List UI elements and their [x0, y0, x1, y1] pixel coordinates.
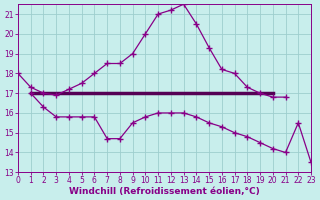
X-axis label: Windchill (Refroidissement éolien,°C): Windchill (Refroidissement éolien,°C): [69, 187, 260, 196]
